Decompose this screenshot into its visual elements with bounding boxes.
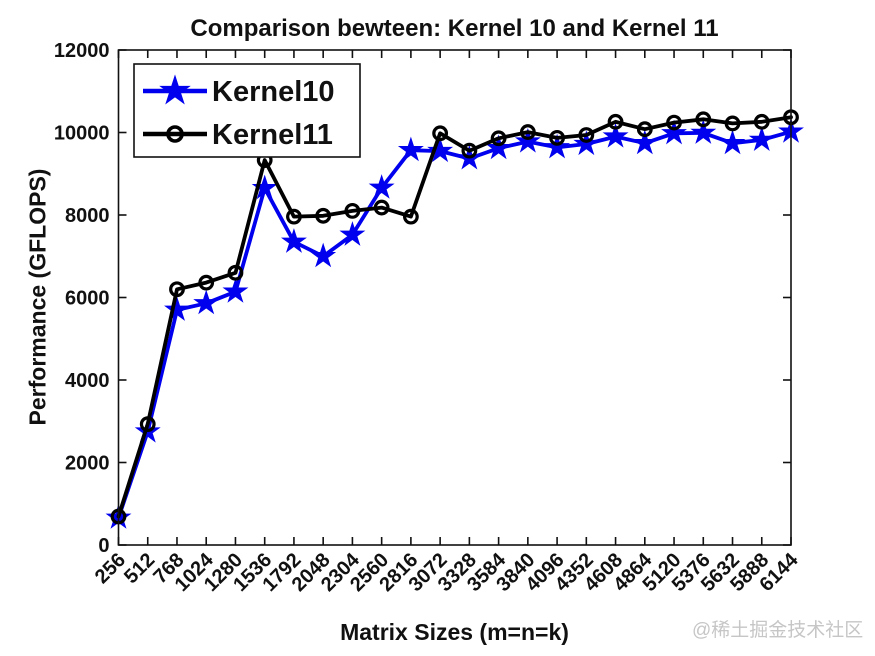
y-tick-label: 0 — [98, 535, 109, 557]
star-marker — [193, 289, 220, 315]
series-Kernel10 — [105, 118, 804, 529]
legend-star-marker — [159, 74, 191, 105]
star-marker — [573, 130, 600, 156]
star-marker — [631, 129, 658, 155]
legend: Kernel10 Kernel11 — [133, 63, 361, 158]
circle-marker — [139, 416, 156, 433]
circle-marker — [695, 111, 712, 128]
circle-marker — [315, 207, 332, 224]
watermark: @稀土掘金技术社区 — [692, 620, 864, 641]
star-marker — [514, 127, 541, 153]
circle-marker — [169, 281, 185, 298]
circle-marker — [636, 121, 653, 138]
circle-marker — [607, 113, 624, 130]
legend-label: Kernel11 — [212, 119, 333, 151]
circle-marker — [344, 202, 361, 219]
circle-marker — [724, 115, 741, 132]
chart-title: Comparison bewteen: Kernel 10 and Kernel… — [190, 15, 719, 42]
circle-marker — [402, 208, 419, 225]
star-marker — [280, 228, 307, 253]
circle-marker — [227, 264, 244, 281]
series-Kernel11 — [110, 109, 799, 525]
star-marker — [748, 126, 775, 151]
star-marker — [602, 123, 629, 148]
star-marker — [427, 137, 454, 163]
circle-marker — [578, 127, 595, 143]
star-marker — [368, 174, 395, 199]
star-marker — [339, 221, 366, 246]
circle-marker — [753, 113, 770, 130]
axis-ticks — [117, 49, 792, 546]
x-axis-label: Matrix Sizes (m=n=k) — [340, 619, 569, 645]
star-marker — [397, 136, 424, 162]
star-marker — [222, 278, 249, 303]
circle-marker — [373, 199, 390, 216]
star-marker — [310, 242, 337, 268]
circle-marker — [519, 124, 536, 140]
star-marker — [485, 134, 512, 160]
circle-marker — [461, 142, 478, 159]
y-tick-label: 8000 — [65, 205, 110, 227]
circle-marker — [432, 125, 449, 142]
star-marker — [251, 174, 278, 200]
star-marker — [690, 119, 717, 144]
legend-label: Kernel10 — [212, 76, 335, 108]
circle-marker — [490, 130, 507, 147]
star-marker — [719, 129, 746, 155]
legend-circle-marker — [166, 125, 184, 143]
plot-box — [117, 49, 792, 546]
y-tick-label: 12000 — [54, 40, 110, 62]
y-tick-label: 6000 — [65, 288, 110, 310]
circle-marker — [198, 274, 215, 291]
y-tick-label: 4000 — [65, 370, 110, 392]
y-tick-label: 2000 — [65, 453, 110, 475]
star-marker — [544, 133, 571, 159]
circle-marker — [549, 129, 565, 146]
y-tick-label: 10000 — [54, 123, 110, 145]
circle-marker — [666, 114, 682, 131]
star-marker — [164, 296, 190, 321]
circle-marker — [286, 208, 302, 225]
star-marker — [661, 119, 688, 145]
